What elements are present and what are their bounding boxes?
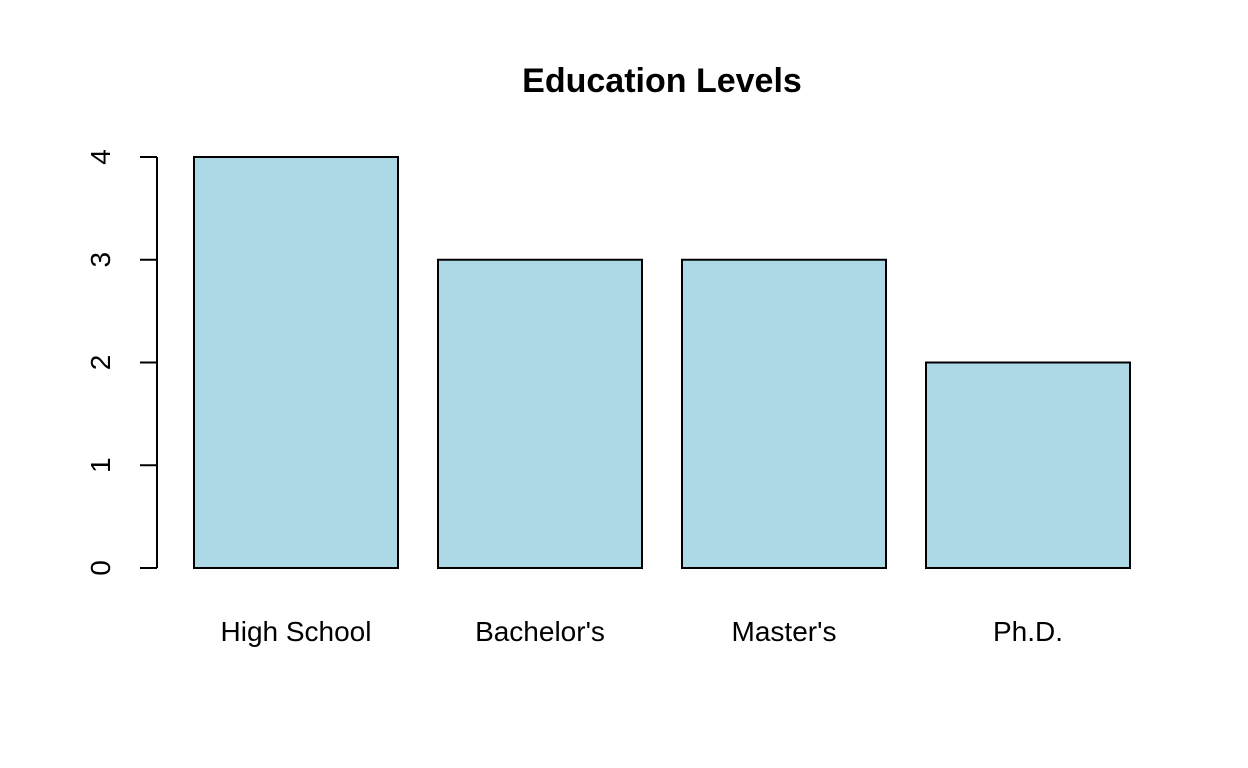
y-axis-ticks: 0 1 2 3 4 <box>85 149 157 576</box>
category-label: Master's <box>732 616 837 647</box>
category-label: Bachelor's <box>475 616 605 647</box>
bar <box>925 361 1131 569</box>
bar <box>193 156 399 569</box>
y-tick-label: 0 <box>85 560 116 576</box>
chart-title: Education Levels <box>522 62 802 100</box>
bar <box>681 258 887 569</box>
category-labels: High School Bachelor's Master's Ph.D. <box>221 616 1064 647</box>
y-tick-label: 4 <box>85 149 116 165</box>
y-tick-label: 3 <box>85 252 116 268</box>
y-tick-label: 2 <box>85 355 116 371</box>
category-label: High School <box>221 616 372 647</box>
bars-group <box>193 156 1131 569</box>
bar <box>437 258 643 569</box>
category-label: Ph.D. <box>993 616 1063 647</box>
y-tick-label: 1 <box>85 457 116 473</box>
